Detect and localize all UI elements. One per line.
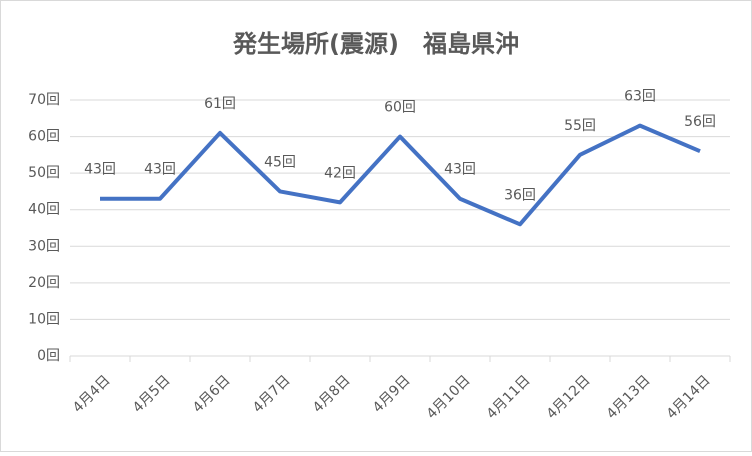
data-label: 60回 (384, 100, 416, 116)
chart-title: 発生場所(震源) 福島県沖 (232, 30, 519, 58)
data-label: 43回 (144, 162, 176, 178)
data-label: 45回 (264, 154, 296, 170)
data-label: 55回 (564, 118, 596, 134)
data-label: 63回 (624, 89, 656, 105)
y-tick-label: 20回 (28, 275, 60, 291)
data-label: 56回 (684, 114, 716, 130)
data-label: 36回 (504, 187, 536, 203)
y-tick-label: 30回 (28, 238, 60, 254)
y-tick-label: 50回 (28, 165, 60, 181)
y-tick-label: 70回 (28, 92, 60, 108)
y-tick-label: 0回 (37, 348, 60, 364)
data-label: 61回 (204, 96, 236, 112)
y-tick-label: 10回 (28, 311, 60, 327)
data-label: 43回 (444, 162, 476, 178)
line (100, 123, 701, 227)
y-tick-label: 40回 (28, 202, 60, 218)
y-tick-label: 60回 (28, 129, 60, 145)
data-label: 43回 (84, 162, 116, 178)
data-label: 42回 (324, 165, 356, 181)
